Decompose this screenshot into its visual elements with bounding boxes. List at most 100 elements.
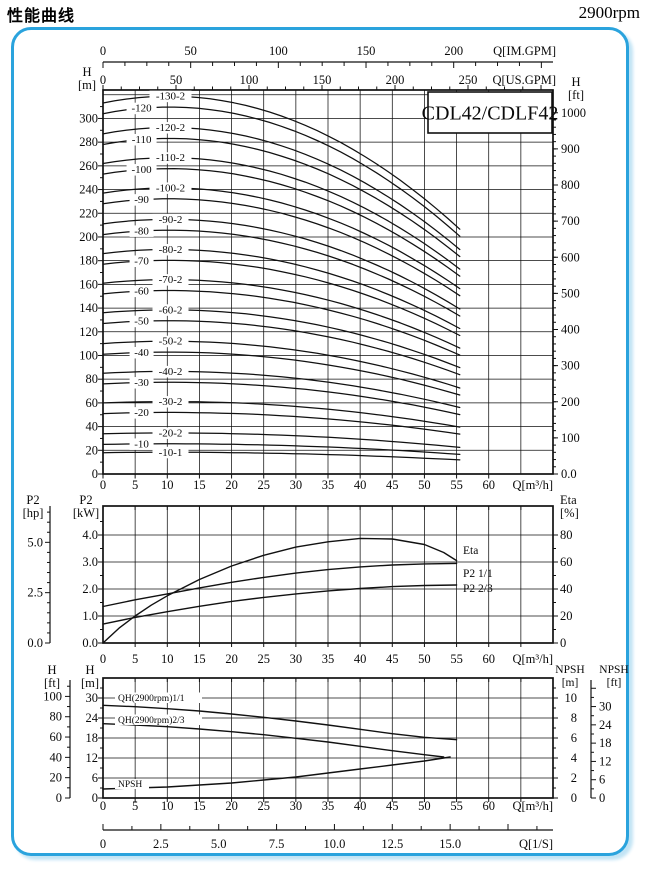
chart-text: -90	[134, 194, 149, 206]
chart-text: 45	[386, 478, 399, 492]
data-curve	[102, 187, 461, 290]
chart-text: 100	[43, 689, 62, 703]
chart-text: Q[1/S]	[519, 837, 553, 851]
chart-rect	[152, 335, 189, 348]
chart-text: 0	[100, 652, 106, 666]
chart-text: 40	[560, 582, 573, 596]
power-curves	[102, 537, 458, 644]
chart-text: 24	[599, 718, 612, 732]
chart-text: 0	[571, 791, 577, 805]
chart-text: -20	[134, 407, 149, 419]
chart-rect	[126, 102, 157, 115]
chart-text: -30	[134, 377, 149, 389]
chart-text: QH(2900rpm)1/1	[118, 693, 185, 704]
chart-text: -100-2	[156, 182, 185, 194]
chart-text: 30	[290, 478, 303, 492]
chart-text: 150	[313, 73, 332, 87]
chart-text: [m]	[562, 677, 579, 689]
chart-text: 0.0	[82, 636, 98, 650]
npsh-m-axis: 0 2 4 6 8 10 NPSH[m]	[553, 664, 585, 805]
chart-text: [kW]	[73, 506, 99, 520]
data-curve	[102, 320, 461, 376]
chart-text: 60	[86, 396, 99, 410]
data-curve	[102, 198, 461, 297]
chart-text: 100	[79, 348, 98, 362]
chart-text: 5	[132, 478, 138, 492]
data-curve	[102, 562, 458, 608]
chart-text: 180	[79, 254, 98, 268]
chart-text: 4	[571, 751, 578, 765]
chart-text: -40-2	[159, 366, 183, 378]
chart-rect	[129, 438, 154, 450]
chart-text: 1.0	[82, 609, 98, 623]
chart-text: 0	[92, 467, 98, 481]
chart-text: 20	[50, 771, 63, 785]
chart-text: -70	[134, 256, 149, 268]
chart-text: -10	[134, 438, 149, 450]
chart-text: 0	[100, 73, 106, 87]
chart-rect	[152, 427, 189, 439]
chart-text: 100	[269, 44, 288, 58]
data-curve	[102, 229, 461, 317]
chart-text: 0	[56, 791, 62, 805]
chart-text: Q[IM.GPM]	[493, 44, 556, 58]
chart-text: 900	[561, 142, 580, 156]
chart-text: 200	[444, 44, 463, 58]
chart-text: -30-2	[159, 396, 183, 408]
chart-rect	[149, 90, 192, 103]
chart-text: 260	[79, 159, 98, 173]
chart-text: 240	[79, 183, 98, 197]
chart-text: 10	[161, 799, 174, 813]
chart-rect	[129, 346, 154, 359]
chart-text: 4.0	[82, 528, 98, 542]
chart-text: 700	[561, 214, 580, 228]
chart-text: 40	[354, 478, 367, 492]
chart-text: -20-2	[159, 427, 183, 439]
chart-text: 80	[50, 710, 63, 724]
qh-curve-labels: QH(2900rpm)1/1 QH(2900rpm)2/3 NPSH	[115, 692, 202, 790]
chart-text: 300	[79, 111, 98, 125]
chart-text: 12	[86, 751, 99, 765]
chart-text: H	[85, 663, 94, 677]
chart-text: Q[m³/h]	[512, 652, 553, 666]
data-curve	[102, 443, 461, 456]
chart-text: -10-1	[159, 447, 183, 459]
power-axis-q: 0 5 10 15 20 25 30 35 40 45 50 55 60 Q[m³/h]	[100, 652, 553, 666]
power-curve-labels: Eta P2 1/1 P2 2/3	[463, 545, 493, 595]
data-curve	[102, 248, 461, 330]
chart-text: H	[571, 75, 580, 89]
chart-text: NPSH	[555, 664, 584, 676]
chart-text: 200	[561, 395, 580, 409]
chart-text: 40	[86, 420, 99, 434]
main-curve-labels: -130-2-120-120-2-110-110-2-100-100-2-90-…	[126, 90, 192, 459]
chart-text: H	[47, 663, 56, 677]
data-curve	[102, 381, 461, 416]
chart-text: -40	[134, 347, 149, 359]
chart-rect	[129, 407, 154, 419]
chart-text: 60	[560, 555, 573, 569]
chart-text: P2 1/1	[463, 568, 493, 580]
qh-npsh-curves	[102, 704, 458, 790]
chart-text: 20	[225, 799, 238, 813]
chart-text: -50-2	[159, 336, 183, 348]
qh-h-ft-axis: 0 20 40 60 80 100 H[ft]	[43, 663, 71, 805]
chart-text: Eta	[560, 493, 577, 507]
chart-text: 0	[560, 636, 566, 650]
chart-text: 5.0	[211, 837, 227, 851]
chart-rect	[152, 365, 189, 378]
chart-text: 15	[193, 799, 206, 813]
chart-text: 0	[100, 44, 106, 58]
chart-text: 160	[79, 277, 98, 291]
chart-text: 50	[170, 73, 183, 87]
chart-text: 30	[290, 652, 303, 666]
chart-text: -100	[131, 164, 152, 176]
chart-rect	[126, 164, 157, 176]
data-curve	[102, 537, 458, 644]
chart-text: 140	[79, 301, 98, 315]
data-curve	[102, 411, 461, 435]
chart-text: 55	[450, 799, 463, 813]
chart-text: 10	[161, 478, 174, 492]
chart-text: [ft]	[607, 677, 622, 689]
page-title: 性能曲线	[7, 8, 76, 25]
